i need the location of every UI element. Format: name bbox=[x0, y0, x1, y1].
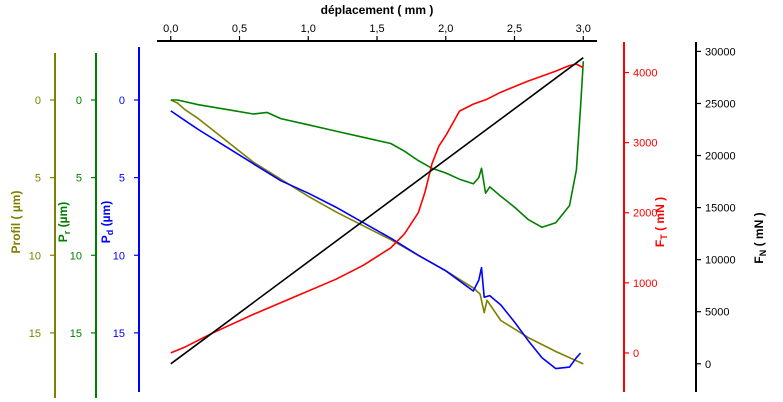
y-axis-profil: 0 5 10 15 Profil ( µm) bbox=[9, 53, 56, 398]
y-axis-title-pd: Pd (µm) bbox=[99, 201, 115, 243]
y-tick-label-fn: 25000 bbox=[705, 98, 736, 110]
y-axis-title-fn: FN ( mN ) bbox=[752, 212, 768, 263]
y-tick-label-ft: 2000 bbox=[633, 208, 657, 220]
y-tick-label-pr: 10 bbox=[70, 250, 82, 262]
data-series bbox=[170, 57, 585, 370]
y-tick-label-pr: 15 bbox=[70, 328, 82, 340]
y-tick-label-profil: 15 bbox=[29, 328, 41, 340]
x-tick-label: 3,0 bbox=[576, 23, 591, 35]
y-tick-label-ft: 1000 bbox=[633, 278, 657, 290]
y-tick-label-profil: 10 bbox=[29, 250, 41, 262]
y-tick-label-ft: 0 bbox=[633, 348, 639, 360]
y-axis-pr: 0 5 10 15 Pr (µm) bbox=[56, 53, 97, 398]
x-tick-label: 0,5 bbox=[232, 23, 247, 35]
y-tick-label-fn: 15000 bbox=[705, 203, 736, 215]
y-tick-label-ft: 3000 bbox=[633, 138, 657, 150]
x-tick-label: 1,0 bbox=[301, 23, 316, 35]
y-tick-label-profil: 5 bbox=[35, 173, 41, 185]
y-axis-title-profil: Profil ( µm) bbox=[9, 191, 23, 254]
y-axis-fn: 0 5000 10000 15000 20000 25000 30000 FN ( mN ) bbox=[695, 42, 768, 392]
x-tick-label: 1,5 bbox=[369, 23, 384, 35]
y-tick-label-profil: 0 bbox=[35, 95, 41, 107]
y-axis-title-pr: Pr (µm) bbox=[56, 202, 72, 242]
y-axis-title-ft: FT ( mN ) bbox=[653, 197, 669, 247]
y-tick-label-pd: 0 bbox=[119, 95, 125, 107]
x-axis: 0,0 0,5 1,0 1,5 2,0 2,5 3,0 déplacement ( mm ) bbox=[157, 3, 597, 42]
y-axis-ft: 0 1000 2000 3000 4000 FT ( mN ) bbox=[623, 42, 669, 392]
y-axis-pd: 0 5 10 15 Pd (µm) bbox=[99, 47, 140, 392]
series-line-fn bbox=[170, 57, 584, 365]
y-tick-label-pd: 10 bbox=[113, 250, 125, 262]
x-axis-title: déplacement ( mm ) bbox=[321, 3, 434, 17]
x-tick-label: 2,0 bbox=[438, 23, 453, 35]
y-tick-label-pr: 0 bbox=[76, 95, 82, 107]
y-tick-label-fn: 0 bbox=[705, 359, 711, 371]
y-tick-label-pr: 5 bbox=[76, 173, 82, 185]
y-tick-label-ft: 4000 bbox=[633, 68, 657, 80]
y-tick-label-pd: 5 bbox=[119, 173, 125, 185]
series-line-ft bbox=[170, 63, 584, 354]
y-tick-label-fn: 5000 bbox=[705, 307, 729, 319]
x-tick-label: 2,5 bbox=[507, 23, 522, 35]
y-tick-label-fn: 30000 bbox=[705, 46, 736, 58]
series-line-profil bbox=[170, 99, 584, 365]
y-tick-label-fn: 10000 bbox=[705, 255, 736, 267]
y-tick-label-pd: 15 bbox=[113, 328, 125, 340]
series-line-pr bbox=[170, 61, 585, 229]
x-tick-label: 0,0 bbox=[163, 23, 178, 35]
series-line-pd bbox=[170, 110, 582, 370]
y-axes: 0 5 10 15 Profil ( µm) 0 5 10 15 Pr (µm) 0 5 10 15 Pd … bbox=[9, 42, 768, 398]
y-tick-label-fn: 20000 bbox=[705, 151, 736, 163]
